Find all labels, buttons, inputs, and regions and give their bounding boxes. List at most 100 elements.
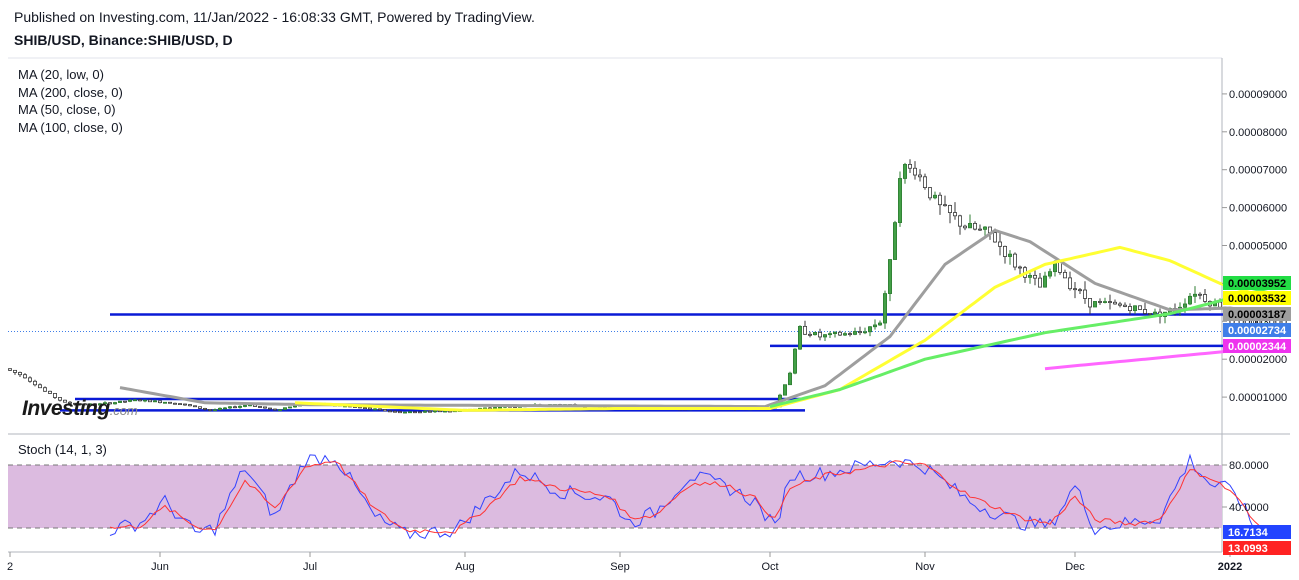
- candle-body: [878, 322, 883, 326]
- candle-body: [68, 401, 73, 404]
- time-tick-label: 2: [7, 561, 13, 573]
- candle-body: [382, 409, 387, 412]
- candle-body: [372, 408, 377, 411]
- candle: [123, 400, 128, 403]
- time-tick-label: Jul: [303, 561, 317, 573]
- candle-body: [1113, 301, 1118, 305]
- ma20-line: [119, 228, 1281, 409]
- candle-body: [157, 400, 162, 404]
- candle-body: [943, 204, 948, 207]
- price-tag-bg: [1223, 291, 1291, 305]
- time-tick-label: Aug: [455, 561, 475, 573]
- candle: [813, 331, 818, 336]
- candle-body: [993, 232, 998, 243]
- candle-body: [873, 324, 878, 328]
- candle: [923, 173, 928, 190]
- candle-body: [1108, 301, 1113, 303]
- candle: [798, 325, 803, 350]
- price-tag-bg: [1223, 339, 1291, 353]
- price-tick-label: 0.00006000: [1229, 203, 1287, 215]
- candle-body: [998, 241, 1003, 247]
- candle-body: [132, 399, 137, 402]
- candle-body: [1198, 293, 1203, 296]
- candle-body: [918, 174, 923, 178]
- ma-legend-item-20: MA (20, low, 0): [18, 67, 104, 82]
- time-tick-label: Nov: [915, 561, 935, 573]
- candle: [367, 407, 372, 410]
- candle: [38, 383, 43, 389]
- candle: [27, 376, 32, 383]
- candle: [382, 409, 387, 412]
- symbol-title: SHIB/USD, Binance:SHIB/USD, D: [14, 32, 233, 48]
- candle: [377, 408, 382, 411]
- candle: [1108, 294, 1113, 310]
- candle: [1143, 302, 1148, 315]
- candle-body: [27, 377, 32, 382]
- candle-body: [788, 372, 793, 386]
- stoch-tag-label: 16.7134: [1228, 527, 1269, 539]
- candle-body: [903, 164, 908, 179]
- stoch-band: [8, 465, 1222, 528]
- candle: [33, 379, 38, 387]
- candle: [973, 221, 978, 231]
- candle: [113, 401, 118, 405]
- ma-legend-item-100: MA (100, close, 0): [18, 119, 123, 135]
- candle: [853, 327, 858, 336]
- candle-body: [1063, 271, 1068, 279]
- candle-body: [1013, 253, 1018, 268]
- candle: [883, 290, 888, 329]
- candle-body: [853, 331, 858, 335]
- candle: [1073, 281, 1078, 299]
- candle-body: [367, 407, 372, 410]
- candle: [843, 331, 848, 336]
- candle-body: [818, 331, 823, 338]
- price-tag: 0.00003532: [1223, 291, 1291, 305]
- candle: [147, 399, 152, 403]
- candle-body: [1153, 311, 1158, 315]
- time-tick-label: Sep: [610, 561, 630, 573]
- candle-body: [98, 403, 103, 406]
- candle-body: [38, 384, 43, 389]
- candle-body: [1008, 253, 1013, 257]
- candle-body: [142, 399, 147, 402]
- candle: [108, 402, 113, 405]
- candle-body: [12, 369, 17, 373]
- candle: [1003, 245, 1008, 264]
- investing-logo: Investing.com: [22, 397, 138, 420]
- candle-body: [7, 368, 12, 371]
- candle: [803, 320, 808, 335]
- time-tick-label: Jun: [151, 561, 169, 573]
- candle-body: [257, 406, 262, 408]
- candle: [1033, 267, 1038, 286]
- candle: [287, 406, 292, 409]
- candle-body: [823, 334, 828, 338]
- price-tag-label: 0.00003952: [1228, 278, 1286, 290]
- time-tick-label: Dec: [1065, 561, 1085, 573]
- stoch-tick-label: 80.0000: [1229, 460, 1269, 472]
- candle: [878, 320, 883, 326]
- candle-body: [893, 222, 898, 260]
- candle-body: [232, 406, 237, 409]
- stoch-tag-label: 13.0993: [1228, 543, 1268, 555]
- candle: [963, 224, 968, 231]
- candle: [282, 407, 287, 411]
- candle: [913, 161, 918, 180]
- candle-body: [1203, 294, 1208, 302]
- candle-body: [1083, 289, 1088, 299]
- candle-body: [422, 410, 427, 413]
- candle-body: [933, 194, 938, 199]
- candle-body: [1073, 288, 1078, 291]
- candle-body: [73, 402, 78, 405]
- candle: [948, 204, 953, 224]
- candle-body: [968, 222, 973, 229]
- candle: [898, 171, 903, 227]
- candle-body: [287, 406, 292, 409]
- candle-body: [147, 399, 152, 403]
- candle-body: [197, 406, 202, 409]
- candle: [1038, 272, 1043, 288]
- candle: [888, 259, 893, 302]
- stoch-tag-bg: [1223, 525, 1291, 539]
- candle-body: [113, 402, 118, 405]
- candle-body: [838, 331, 843, 336]
